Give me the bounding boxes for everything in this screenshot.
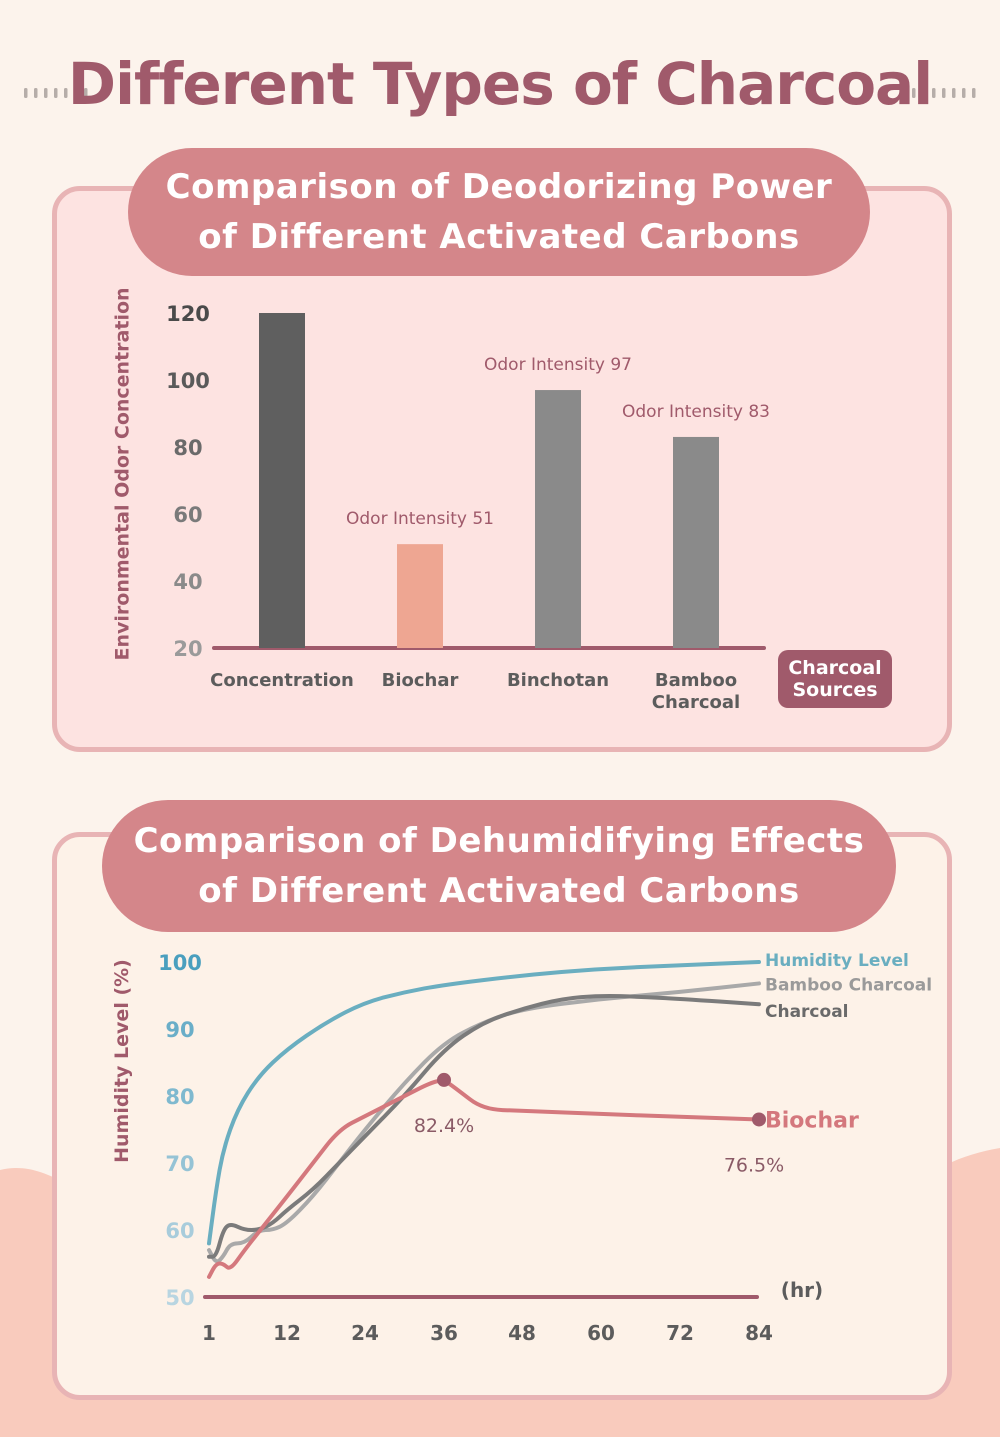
odor-bar-chart: 120 100 80 60 40 20 Concentration Odor Intensit…: [166, 302, 770, 713]
odor-y-tick: 20: [173, 637, 202, 661]
humidity-x-tick: 84: [745, 1321, 773, 1345]
biochar-annotation: 82.4%: [414, 1115, 474, 1137]
series-line-humidity-level: [207, 960, 761, 1246]
odor-bar: [535, 390, 581, 648]
odor-x-tick: Biochar: [382, 670, 459, 691]
humidity-y-tick: 90: [165, 1018, 194, 1042]
odor-bar-label: Odor Intensity 97: [484, 355, 632, 375]
humidity-chart-title-line1: Comparison of Dehumidifying Effects: [133, 821, 865, 861]
humidity-x-tick: 72: [666, 1321, 694, 1345]
biochar-annotation: 76.5%: [724, 1154, 784, 1176]
legend-humidity-level: Humidity Level: [765, 951, 909, 971]
odor-bar: [259, 313, 305, 648]
humidity-x-unit: (hr): [781, 1278, 823, 1302]
humidity-x-tick: 24: [351, 1321, 379, 1345]
humidity-y-tick: 100: [158, 951, 202, 975]
odor-chart-panel: [52, 186, 952, 752]
odor-bar: [673, 436, 719, 648]
source-badge-line2: Sources: [792, 679, 878, 701]
odor-bar: [397, 544, 443, 648]
odor-x-tick: Concentration: [210, 670, 354, 691]
odor-chart-title-line2: of Different Activated Carbons: [198, 217, 800, 257]
odor-bar-label: Odor Intensity 83: [622, 402, 770, 422]
source-badge-line1: Charcoal: [788, 657, 882, 679]
series-line-bamboo-charcoal: [207, 981, 761, 1264]
odor-chart-title-line1: Comparison of Deodorizing Power: [165, 167, 833, 207]
odor-x-tick: Bamboo: [655, 670, 737, 691]
biochar-marker: [437, 1072, 451, 1087]
odor-y-tick: 80: [173, 436, 202, 460]
biochar-marker: [752, 1112, 766, 1127]
series-line-biochar: [207, 1078, 761, 1279]
humidity-x-tick: 12: [273, 1321, 301, 1345]
humidity-chart-title: Comparison of Dehumidifying Effects of D…: [102, 800, 896, 932]
odor-y-tick: 40: [173, 570, 202, 594]
series-line-charcoal: [207, 993, 761, 1259]
humidity-chart-title-line2: of Different Activated Carbons: [198, 871, 800, 911]
humidity-line-chart: 100 90 80 70 60 50 1 12 24 36 48 60 72 84 (hr) Humidity…: [158, 951, 932, 1345]
humidity-x-tick: 60: [587, 1321, 615, 1345]
odor-bar-label: Odor Intensity 51: [346, 509, 494, 529]
humidity-y-tick: 60: [165, 1219, 194, 1243]
odor-y-tick: 100: [166, 369, 210, 393]
title-deco-left: [24, 88, 88, 98]
humidity-x-tick: 1: [202, 1321, 216, 1345]
legend-charcoal: Charcoal: [765, 1002, 849, 1022]
odor-y-tick: 120: [166, 302, 210, 326]
odor-chart-title: Comparison of Deodorizing Power of Diffe…: [128, 148, 870, 276]
charcoal-sources-badge: Charcoal Sources: [778, 650, 892, 708]
title-deco-right: [912, 88, 976, 98]
odor-y-tick: 60: [173, 503, 202, 527]
humidity-y-tick: 70: [165, 1152, 194, 1176]
humidity-x-tick: 48: [508, 1321, 536, 1345]
odor-x-tick: Binchotan: [507, 670, 609, 691]
humidity-x-tick: 36: [430, 1321, 458, 1345]
page-title: Different Types of Charcoal: [67, 50, 933, 118]
odor-x-tick: Charcoal: [652, 692, 740, 713]
humidity-y-tick: 80: [165, 1085, 194, 1109]
legend-bamboo-charcoal: Bamboo Charcoal: [765, 975, 932, 995]
humidity-y-tick: 50: [165, 1286, 194, 1310]
legend-biochar: Biochar: [765, 1108, 859, 1133]
